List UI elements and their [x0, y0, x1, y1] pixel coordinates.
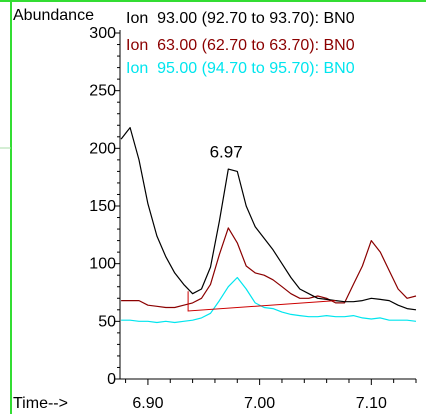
y-tick-label: 150	[89, 198, 116, 215]
peak-label: 6.97	[210, 143, 243, 162]
legend-entry-ion-95: Ion 95.00 (94.70 to 95.70): BN0	[126, 60, 355, 77]
series-line-ion-93	[120, 126, 417, 311]
y-tick-label: 0	[107, 371, 116, 388]
y-tick-label: 250	[89, 83, 116, 100]
x-tick-label: 7.10	[356, 395, 387, 412]
x-tick-label: 7.00	[244, 395, 275, 412]
series-line-ion-95	[121, 276, 417, 324]
y-tick-label: 300	[89, 25, 116, 42]
series-line-ion-63	[121, 227, 417, 309]
y-tick-label: 200	[89, 140, 116, 157]
x-tick-label: 6.90	[132, 395, 163, 412]
integration-baseline	[187, 291, 336, 312]
legend-entry-ion-63: Ion 63.00 (62.70 to 63.70): BN0	[126, 37, 355, 54]
y-tick-label: 100	[89, 256, 116, 273]
x-axis-label: Time-->	[13, 395, 68, 412]
y-tick-label: 50	[98, 313, 116, 330]
plot-area: 0 50 100 150 200 250 300 6.90 7.00 7.10 6.97	[89, 25, 417, 412]
y-axis-label: Abundance	[13, 7, 94, 24]
legend-entry-ion-93: Ion 93.00 (92.70 to 93.70): BN0	[126, 10, 355, 27]
